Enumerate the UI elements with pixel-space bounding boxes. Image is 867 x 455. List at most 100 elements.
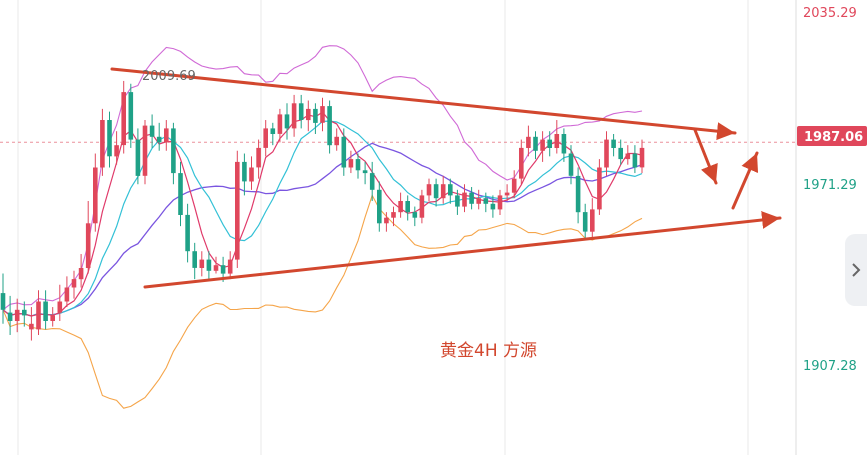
candle-body (57, 301, 63, 313)
candle-body (398, 201, 403, 213)
candle-body (554, 134, 560, 148)
candle-body (164, 128, 169, 143)
candle-body (206, 259, 212, 271)
price-axis: 2035.29 1971.29 1907.28 1987.06 (797, 6, 867, 374)
candle-body (114, 145, 119, 157)
candle-body (14, 309, 20, 321)
candle-body (7, 312, 13, 321)
candle-body (561, 134, 567, 154)
candle-body (142, 125, 148, 176)
candle-body (270, 128, 276, 134)
ma-slow-line (2, 142, 643, 317)
candle-body (199, 259, 205, 268)
chart-annotation: 黄金4H 方源 (440, 341, 537, 361)
candle-body (455, 195, 460, 207)
candle-body (611, 139, 616, 148)
candle-body (590, 209, 595, 232)
candle-body (426, 184, 432, 196)
candle-body (547, 139, 552, 148)
candle-body (277, 114, 283, 134)
candle-body (242, 161, 247, 182)
candle-body (249, 167, 254, 182)
candle-body (448, 184, 453, 196)
candle-body (235, 161, 240, 260)
candle-body (519, 147, 524, 179)
candle-body (263, 128, 268, 148)
candle-body (440, 184, 446, 199)
candle-body (171, 128, 176, 174)
candle-body (405, 201, 410, 213)
y-tick-label: 1907.28 (803, 359, 857, 374)
candle-body (320, 106, 325, 123)
candle-body (43, 301, 48, 321)
candle-body (362, 170, 368, 174)
candle-body (497, 195, 503, 210)
candle-body (50, 315, 55, 321)
candle-body (490, 203, 496, 210)
candle-body (412, 212, 418, 218)
candle-body (128, 92, 134, 140)
candle-body (384, 217, 389, 224)
labels: 2009.69 黄金4H 方源 (142, 69, 537, 361)
candle-body (306, 108, 311, 121)
upper-trend-line (110, 67, 737, 141)
candle-body (178, 173, 183, 215)
candle-body (29, 323, 34, 330)
candle-body (511, 178, 517, 193)
high-marker-label: 2009.69 (142, 69, 196, 84)
candle-body (462, 192, 467, 207)
candle-body (639, 147, 645, 168)
candle-body (632, 153, 638, 168)
candle-body (582, 212, 588, 232)
candle-body (476, 198, 481, 204)
lower-trend-line (143, 210, 782, 289)
candle-body (192, 251, 197, 268)
trend-lines (110, 67, 782, 289)
chevron-right-icon (852, 263, 861, 277)
candle-body (327, 106, 332, 146)
candle-body (0, 293, 6, 310)
candle-body (341, 136, 347, 168)
candle-body (469, 192, 474, 204)
candle-body (107, 120, 112, 157)
candle-body (22, 309, 27, 316)
candle-body (313, 108, 318, 123)
candle-body (369, 173, 375, 190)
candle-body (185, 214, 190, 252)
candle-body (419, 195, 425, 218)
candle-body (85, 223, 91, 268)
candle-body (71, 279, 77, 288)
candle-body (149, 125, 155, 137)
candles (0, 80, 645, 341)
candle-body (526, 136, 531, 148)
y-tick-label: 2035.29 (803, 6, 857, 21)
candle-body (227, 259, 233, 274)
candle-body (604, 139, 609, 168)
bollinger-lower-line (2, 194, 643, 409)
collapse-panel-button[interactable] (845, 234, 867, 306)
candle-body (483, 198, 489, 204)
candle-body (298, 103, 304, 120)
forecast-arrow-down (693, 128, 718, 185)
current-price-label: 1987.06 (804, 130, 863, 145)
candle-body (355, 159, 361, 171)
candle-body (291, 103, 297, 129)
candle-body (625, 153, 631, 160)
candle-body (391, 212, 396, 218)
candle-body (284, 114, 290, 129)
candle-body (64, 287, 70, 302)
candle-body (220, 265, 226, 274)
candle-body (93, 167, 98, 224)
candle-body (540, 139, 545, 151)
candle-body (121, 92, 126, 146)
candle-body (78, 268, 84, 280)
candle-body (575, 175, 581, 213)
grid (17, 0, 797, 455)
candle-body (135, 139, 141, 176)
candle-body (334, 136, 339, 146)
candle-body (568, 153, 574, 176)
candle-body (256, 147, 261, 168)
candle-body (213, 265, 219, 271)
